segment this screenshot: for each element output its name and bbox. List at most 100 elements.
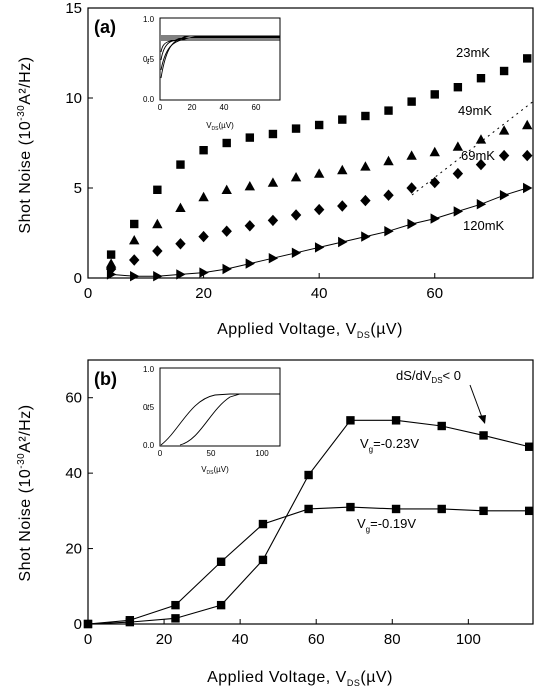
- panel-a-ylabel: Shot Noise (10-30A²/Hz): [16, 56, 34, 233]
- inset-b-xtick-1: 50: [207, 449, 216, 458]
- panel-b-series-1-line: [87, 506, 530, 625]
- panel-a-series-0-point: [361, 111, 370, 121]
- series-label-vg-019-main: V: [357, 516, 366, 531]
- panel-b-xlabel-sub: DS: [347, 678, 361, 688]
- panel-a-marks: [105, 54, 533, 282]
- panel-a-series-0-point: [499, 66, 509, 76]
- series-label-vg-019-val: =-0.19V: [370, 516, 416, 531]
- panel-b-xlabel-unit: (µV): [360, 669, 393, 686]
- panel-a-series-0-point: [384, 106, 393, 115]
- panel-a-series-3-point: [523, 182, 533, 194]
- panel-a-ytick-label: 0: [74, 270, 82, 287]
- panel-b-xtick-label: 100: [456, 631, 481, 648]
- panel-b-series-1-point: [524, 506, 534, 516]
- panel-a-inset: t VDS(µV) 0.0 0.5 1.0 0 20 40 60: [143, 15, 281, 132]
- panel-a-xlabel-unit: (µV): [370, 321, 403, 338]
- panel-a-series-0-point: [199, 146, 208, 155]
- panel-a-xlabel-main: Applied Voltage, V: [217, 321, 357, 338]
- panel-a-series-2-point: [475, 158, 487, 171]
- panel-a-series-0-point: [338, 115, 347, 124]
- panel-b-series-1-point: [437, 504, 446, 514]
- inset-a-xtick-1: 20: [188, 103, 197, 112]
- panel-a-series-0-point: [476, 74, 486, 83]
- inset-a-ylabel: t: [147, 57, 150, 66]
- inset-a-frame: [159, 17, 281, 101]
- panel-a-series-2-point: [337, 200, 348, 212]
- panel-a-series-0-point: [176, 160, 185, 169]
- series-label-vg-019: Vg=-0.19V: [357, 516, 416, 534]
- inset-b-xtick-2: 100: [255, 449, 269, 458]
- panel-a-series-1-point: [452, 141, 464, 151]
- inset-b-ytick-0: 0.0: [143, 441, 155, 450]
- panel-a-series-1-point: [267, 177, 279, 187]
- panel-b-ytick-label: 20: [65, 541, 82, 558]
- inset-b-ylabel: t: [147, 403, 150, 412]
- panel-a-series-0-point: [430, 90, 439, 99]
- panel-a-xlabel: Applied Voltage, VDS(µV): [217, 321, 403, 340]
- inset-b-xlabel-sub: DS: [207, 470, 215, 476]
- panel-b-xtick-label: 80: [384, 631, 401, 648]
- panel-a: 0 20 40 60 0 5 10 15 (a) Shot Noise (10-30A²/Hz…: [16, 0, 535, 340]
- panel-b-series-1-point: [83, 619, 93, 629]
- panel-a-series-0-point: [407, 97, 416, 106]
- panel-a-series-2-point: [175, 238, 186, 250]
- panel-b-xtick-label: 0: [84, 631, 92, 648]
- panel-b-ylabel-exp: -30: [16, 453, 27, 469]
- panel-a-series-2-point: [498, 149, 510, 162]
- annotation-dsdv-sub: DS: [431, 376, 442, 385]
- panel-a-series-0-point: [245, 133, 255, 142]
- panel-a-series-0-point: [314, 120, 324, 130]
- inset-a-ytick-1: 0.5: [143, 55, 155, 64]
- panel-b-series-1-point: [479, 506, 488, 516]
- panel-b-series-0-point: [258, 555, 268, 565]
- panel-a-series-2-point: [360, 194, 371, 207]
- inset-b-ytick-2: 1.0: [143, 365, 155, 374]
- panel-b-series-1-point: [258, 519, 268, 529]
- panel-a-series-1-point: [313, 168, 325, 178]
- panel-a-series-1-point: [198, 191, 209, 202]
- panel-a-series-2-point: [406, 182, 417, 194]
- panel-b-xtick-label: 60: [308, 631, 325, 648]
- panel-b-series-1-point: [125, 616, 135, 625]
- panel-b-ticks: 0 20 40 60 80 100 0 20 40 60: [65, 390, 481, 648]
- panel-a-dotted-guide: [411, 99, 535, 196]
- panel-b-marks: [83, 416, 534, 629]
- panel-b-series-0-point: [304, 470, 313, 480]
- panel-a-series-1-point: [337, 164, 348, 175]
- panel-b-series-1-point: [391, 504, 401, 514]
- panel-b-ylabel-unit: A²/Hz): [17, 404, 34, 452]
- inset-a-curve-2: [160, 36, 280, 71]
- panel-b-ytick-label: 60: [65, 390, 82, 407]
- panel-a-series-1-point: [221, 184, 232, 194]
- panel-b-xlabel: Applied Voltage, VDS(µV): [207, 669, 393, 688]
- inset-a-xtick-2: 40: [220, 103, 229, 112]
- panel-a-ticks: 0 20 40 60 0 5 10 15: [65, 0, 443, 302]
- panel-b-series-0-point: [524, 442, 534, 451]
- panel-a-series-2-point: [198, 230, 209, 243]
- series-label-120mk: 120mK: [463, 218, 505, 233]
- inset-a-ytick-2: 1.0: [143, 15, 155, 24]
- panel-a-series-0-point: [222, 138, 231, 148]
- series-label-vg-019-sub: g: [366, 525, 370, 534]
- panel-a-series-2-point: [290, 209, 302, 221]
- panel-b-series-1-point: [304, 504, 313, 514]
- panel-b: 0 20 40 60 80 100 0 20 40 60 (b) Shot Noise (10-3…: [16, 359, 534, 688]
- panel-b-series-0-point: [171, 614, 180, 623]
- panel-b-series-0-point: [479, 431, 488, 440]
- panel-a-series-2-point: [522, 149, 533, 162]
- panel-a-xlabel-sub: DS: [357, 330, 371, 340]
- panel-b-series-0-point: [216, 600, 226, 610]
- panel-a-series-2-point: [129, 254, 140, 266]
- panel-b-series-0-point: [391, 416, 401, 425]
- panel-a-series-1-point: [152, 218, 163, 229]
- panel-a-ylabel-main: Shot Noise (10: [17, 121, 34, 234]
- panel-a-ylabel-exp: -30: [16, 105, 27, 121]
- panel-a-series-1-point: [498, 125, 510, 135]
- panel-a-series-1-point: [244, 181, 256, 191]
- panel-a-series-1-point: [290, 172, 302, 182]
- panel-a-series-1-point: [129, 235, 140, 245]
- panel-a-label: (a): [94, 17, 116, 37]
- panel-b-ylabel-main: Shot Noise (10: [17, 469, 34, 582]
- inset-b-curve-2: [179, 393, 280, 446]
- panel-a-series-1-point: [360, 161, 371, 171]
